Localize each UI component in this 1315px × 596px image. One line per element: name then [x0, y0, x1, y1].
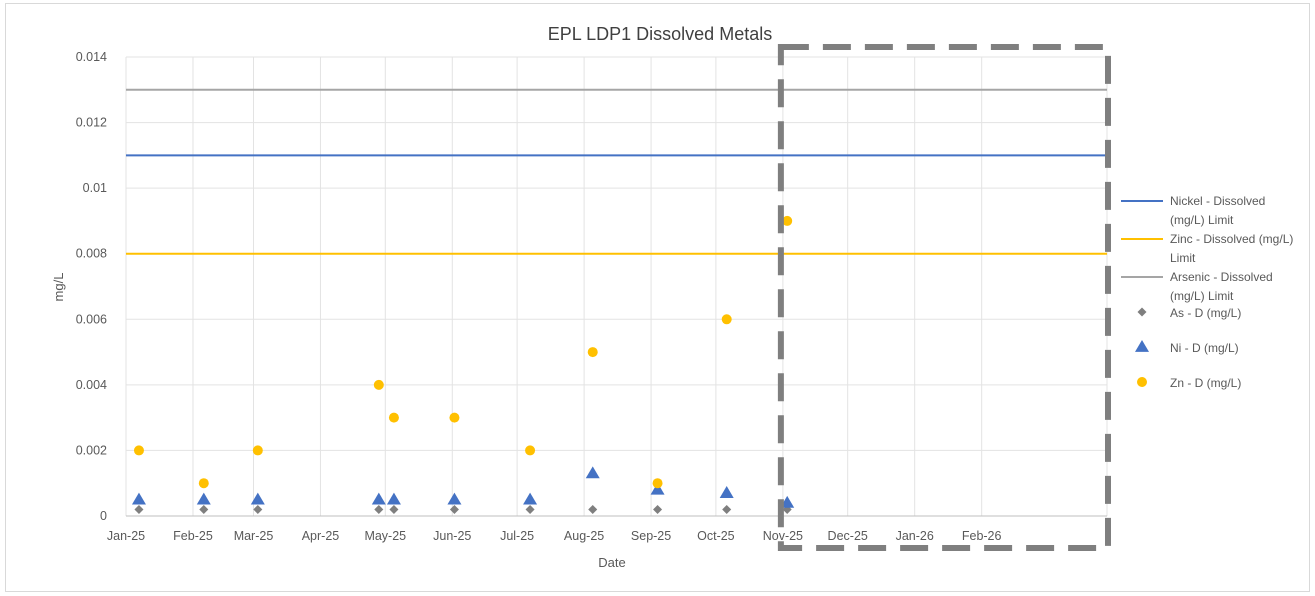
x-tick-label: Dec-25 — [828, 529, 868, 543]
ni-point — [650, 482, 665, 495]
limit-lines — [126, 88, 1107, 255]
ni-point — [131, 492, 146, 505]
zn-point — [388, 412, 399, 423]
highlight-box — [777, 44, 1111, 551]
y-tick-label: 0.014 — [76, 50, 107, 64]
gridlines — [125, 56, 1108, 517]
as-point — [253, 504, 263, 514]
y-axis-title: mg/L — [51, 273, 66, 302]
x-tick-label: Sep-25 — [631, 529, 671, 543]
x-tick-label: Jun-25 — [433, 529, 471, 543]
zn-point — [652, 478, 663, 489]
y-tick-label: 0.01 — [83, 181, 107, 195]
y-tick-label: 0.008 — [76, 247, 107, 261]
as-point — [722, 504, 732, 514]
ni-point — [386, 492, 401, 505]
x-tick-label: Feb-26 — [962, 529, 1002, 543]
zn-point — [252, 445, 263, 456]
data-points — [131, 215, 795, 514]
y-tick-label: 0.004 — [76, 378, 107, 392]
as-point — [389, 504, 399, 514]
ni-point — [719, 486, 734, 498]
y-tick-label: 0.012 — [76, 116, 107, 130]
zn-point — [449, 412, 460, 423]
as-point — [588, 504, 598, 514]
zn-point — [782, 215, 793, 226]
x-tick-label: Jul-25 — [500, 529, 534, 543]
ni-point — [523, 492, 538, 505]
legend-label: (mg/L) Limit — [1170, 289, 1234, 303]
zn-point — [721, 314, 732, 325]
y-tick-label: 0.006 — [76, 312, 107, 326]
as-point — [199, 504, 209, 514]
legend-label: As - D (mg/L) — [1170, 306, 1241, 320]
zn-point — [587, 347, 598, 358]
ni-point — [371, 492, 386, 505]
x-tick-label: Nov-25 — [763, 529, 803, 543]
ni-point — [447, 492, 462, 505]
zn-point — [525, 445, 536, 456]
as-point — [449, 504, 459, 514]
x-axis-ticks: Jan-25 Feb-25 Mar-25 Apr-25 May-25 Jun-25 Jul-… — [107, 529, 1002, 543]
highlight-rect — [777, 44, 1111, 551]
x-tick-label: Jan-26 — [896, 529, 934, 543]
chart-title: EPL LDP1 Dissolved Metals — [548, 24, 772, 44]
x-tick-label: Jan-25 — [107, 529, 145, 543]
legend-label: Zinc - Dissolved (mg/L) — [1170, 232, 1293, 246]
x-tick-label: Oct-25 — [697, 529, 735, 543]
x-tick-label: Mar-25 — [234, 529, 274, 543]
ni-point — [250, 492, 265, 505]
as-point — [134, 504, 144, 514]
x-tick-label: May-25 — [364, 529, 406, 543]
legend-marker — [1137, 307, 1147, 317]
y-axis-ticks: 0 0.002 0.004 0.006 0.008 0.01 0.012 0.014 — [76, 50, 107, 523]
legend-label: Arsenic - Dissolved — [1170, 270, 1273, 284]
as-point — [525, 504, 535, 514]
legend-label: Zn - D (mg/L) — [1170, 376, 1241, 390]
legend: Nickel - Dissolved (mg/L) Limit Zinc - Dis… — [1121, 194, 1293, 390]
legend-marker — [1137, 377, 1147, 387]
x-tick-label: Aug-25 — [564, 529, 604, 543]
zn-point — [373, 379, 384, 390]
x-tick-label: Apr-25 — [302, 529, 340, 543]
zn-point — [133, 445, 144, 456]
legend-label: Nickel - Dissolved — [1170, 194, 1265, 208]
zn-point — [198, 478, 209, 489]
as-point — [374, 504, 384, 514]
y-tick-label: 0.002 — [76, 443, 107, 457]
legend-label: (mg/L) Limit — [1170, 213, 1234, 227]
legend-marker — [1135, 340, 1149, 352]
legend-label: Limit — [1170, 251, 1196, 265]
ni-point — [196, 492, 211, 505]
y-tick-label: 0 — [100, 509, 107, 523]
ni-point — [585, 466, 600, 479]
x-axis-title: Date — [598, 555, 625, 570]
x-tick-label: Feb-25 — [173, 529, 213, 543]
legend-label: Ni - D (mg/L) — [1170, 341, 1239, 355]
as-point — [653, 504, 663, 514]
